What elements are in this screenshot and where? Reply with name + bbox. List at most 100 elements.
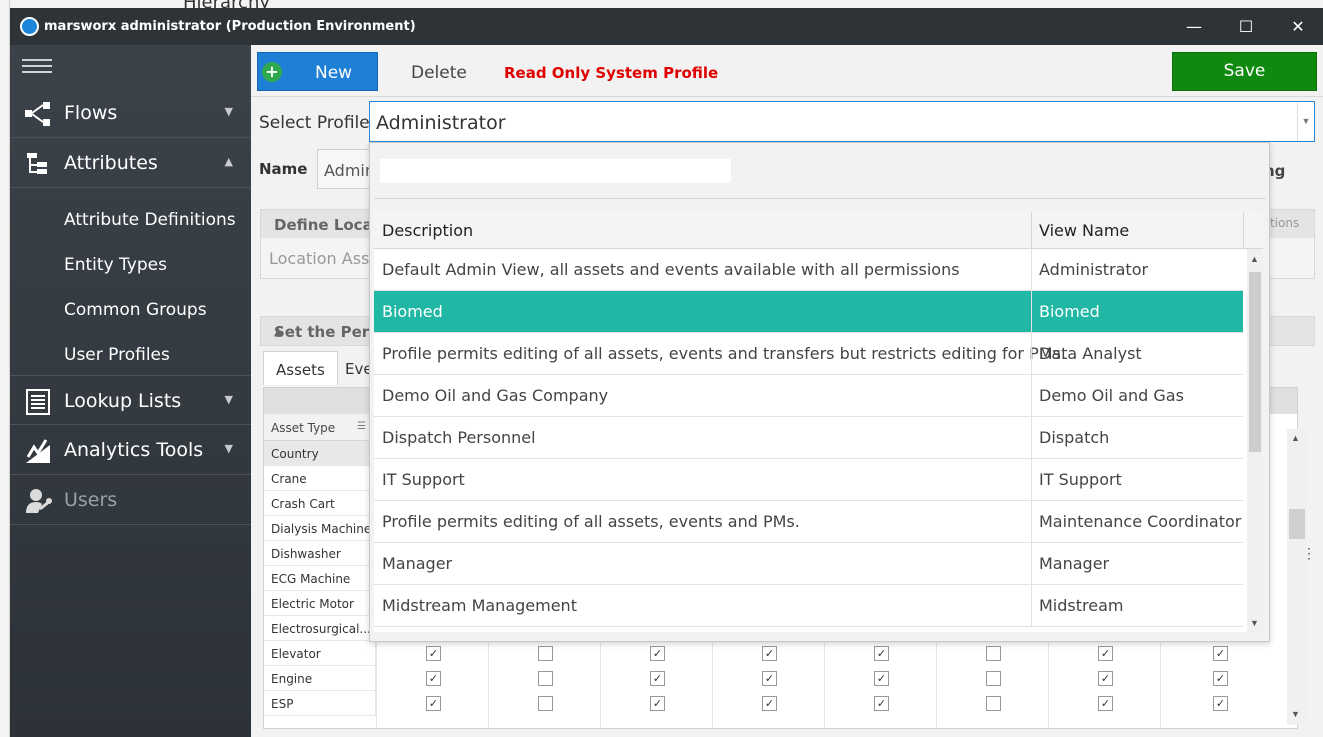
column-header-description[interactable]: Description (382, 221, 474, 240)
new-button[interactable]: + New (257, 52, 378, 91)
location-asset-field[interactable]: Location Asse (261, 238, 381, 278)
save-button[interactable]: Save (1172, 52, 1317, 91)
grid-scrollbar[interactable]: ▲ ▼ (1287, 429, 1307, 725)
profile-view-name: Demo Oil and Gas (1039, 386, 1184, 405)
more-options-icon[interactable]: ⋮ (1302, 545, 1316, 561)
dropdown-search-input[interactable] (380, 159, 731, 183)
hamburger-menu-icon[interactable] (22, 59, 52, 73)
profile-view-name: Manager (1039, 554, 1110, 573)
maximize-button[interactable]: ☐ (1238, 17, 1254, 36)
section-title: Define Locati (274, 216, 386, 234)
sidebar-subitem-user-profiles[interactable]: User Profiles (64, 345, 170, 365)
list-item[interactable]: Demo Oil and Gas Company Demo Oil and Gas (374, 375, 1243, 417)
table-row[interactable]: Elevator (264, 641, 376, 666)
table-row[interactable]: Crane (264, 466, 376, 491)
column-divider (1031, 459, 1032, 501)
row-label: Dialysis Machine (271, 522, 372, 536)
close-button[interactable]: ✕ (1291, 17, 1305, 36)
table-row[interactable]: ESP (264, 691, 376, 716)
column-divider (1031, 212, 1032, 249)
column-divider (1031, 375, 1032, 417)
asset-type-column-header[interactable]: Asset Type ☰ (264, 414, 376, 441)
sidebar-item-attributes[interactable]: Attributes ▲ (10, 138, 251, 188)
permission-checkbox[interactable]: ✓ (1098, 671, 1113, 686)
list-item[interactable]: Default Admin View, all assets and event… (374, 249, 1243, 291)
permission-checkbox[interactable]: ✓ (1213, 646, 1228, 661)
list-item[interactable]: IT Support IT Support (374, 459, 1243, 501)
list-item[interactable]: Profile permits editing of all assets, e… (374, 333, 1243, 375)
sidebar-item-users[interactable]: Users (10, 475, 251, 525)
table-row[interactable]: Engine (264, 666, 376, 691)
table-row[interactable]: Electric Motor (264, 591, 376, 616)
scrollbar-thumb[interactable] (1289, 509, 1305, 539)
permission-checkbox[interactable] (538, 646, 553, 661)
scroll-up-icon[interactable]: ▲ (1291, 433, 1300, 443)
chevron-up-icon[interactable]: ▲ (274, 325, 283, 338)
sidebar-subitem-common-groups[interactable]: Common Groups (64, 300, 207, 320)
table-row[interactable]: Dialysis Machine (264, 516, 376, 541)
scrollbar-thumb[interactable] (1249, 272, 1261, 452)
add-icon: + (262, 62, 282, 82)
permission-checkbox[interactable]: ✓ (650, 671, 665, 686)
profile-select[interactable]: Administrator ▼ (369, 101, 1315, 142)
group-row[interactable]: Country (264, 441, 376, 466)
row-label: Crane (271, 472, 307, 486)
permission-checkbox[interactable]: ✓ (762, 671, 777, 686)
permission-checkbox[interactable]: ✓ (874, 696, 889, 711)
scroll-down-icon[interactable]: ▼ (1250, 618, 1259, 628)
profile-description: IT Support (382, 470, 465, 489)
filter-icon[interactable]: ☰ (357, 421, 366, 432)
table-row[interactable]: Electrosurgical... (264, 616, 376, 641)
table-row[interactable]: Crash Cart (264, 491, 376, 516)
permission-checkbox[interactable]: ✓ (426, 671, 441, 686)
column-header-view-name[interactable]: View Name (1039, 221, 1130, 240)
permission-checkbox[interactable]: ✓ (874, 671, 889, 686)
permission-checkbox[interactable]: ✓ (426, 646, 441, 661)
scroll-up-icon[interactable]: ▲ (1250, 254, 1259, 264)
chevron-down-icon[interactable]: ▼ (1297, 102, 1314, 141)
permission-checkbox[interactable]: ✓ (1098, 646, 1113, 661)
list-item[interactable]: Midstream Management Midstream (374, 585, 1243, 627)
tab-assets[interactable]: Assets (263, 351, 338, 385)
scroll-down-icon[interactable]: ▼ (1291, 709, 1300, 719)
name-label: Name (259, 160, 308, 178)
sidebar-item-lookup-lists[interactable]: Lookup Lists ▼ (10, 375, 251, 425)
permission-checkbox[interactable]: ✓ (1098, 696, 1113, 711)
permission-checkbox[interactable]: ✓ (650, 696, 665, 711)
permission-checkbox[interactable]: ✓ (1213, 671, 1228, 686)
profile-view-name: Dispatch (1039, 428, 1110, 447)
list-item[interactable]: Dispatch Personnel Dispatch (374, 417, 1243, 459)
permission-checkbox[interactable] (986, 646, 1001, 661)
permission-checkbox[interactable]: ✓ (762, 646, 777, 661)
permission-checkbox[interactable] (538, 696, 553, 711)
table-row[interactable]: Dishwasher (264, 541, 376, 566)
list-item[interactable]: Profile permits editing of all assets, e… (374, 501, 1243, 543)
sidebar-item-flows[interactable]: Flows ▼ (10, 88, 251, 138)
row-label: ECG Machine (271, 572, 351, 586)
permission-checkbox[interactable] (986, 696, 1001, 711)
sidebar-subitem-attribute-definitions[interactable]: Attribute Definitions (64, 210, 236, 230)
permission-checkbox[interactable] (986, 671, 1001, 686)
permission-checkbox[interactable]: ✓ (650, 646, 665, 661)
list-item[interactable]: Manager Manager (374, 543, 1243, 585)
permission-checkbox[interactable]: ✓ (426, 696, 441, 711)
group-row-label: Country (271, 447, 319, 461)
tab-events[interactable]: Eve (345, 360, 373, 378)
permission-checkbox[interactable]: ✓ (762, 696, 777, 711)
sidebar: Flows ▼ Attributes ▲ Attribute Definitio… (10, 45, 251, 737)
dropdown-scrollbar[interactable]: ▲ ▼ (1247, 249, 1263, 632)
permission-checkbox[interactable] (538, 671, 553, 686)
minimize-button[interactable]: — (1186, 17, 1202, 36)
profile-dropdown: Description View Name Default Admin View… (369, 142, 1270, 642)
permission-checkbox[interactable]: ✓ (1213, 696, 1228, 711)
chevron-down-icon: ▼ (224, 105, 233, 118)
row-label: Electrosurgical... (271, 622, 371, 636)
sidebar-item-analytics-tools[interactable]: Analytics Tools ▼ (10, 425, 251, 475)
list-item[interactable]: Biomed Biomed (374, 291, 1243, 333)
readonly-status: Read Only System Profile (504, 64, 719, 82)
column-header-label: Asset Type (271, 421, 336, 435)
table-row[interactable]: ECG Machine (264, 566, 376, 591)
permission-checkbox[interactable]: ✓ (874, 646, 889, 661)
sidebar-subitem-entity-types[interactable]: Entity Types (64, 255, 167, 275)
delete-button[interactable]: Delete (411, 63, 467, 83)
